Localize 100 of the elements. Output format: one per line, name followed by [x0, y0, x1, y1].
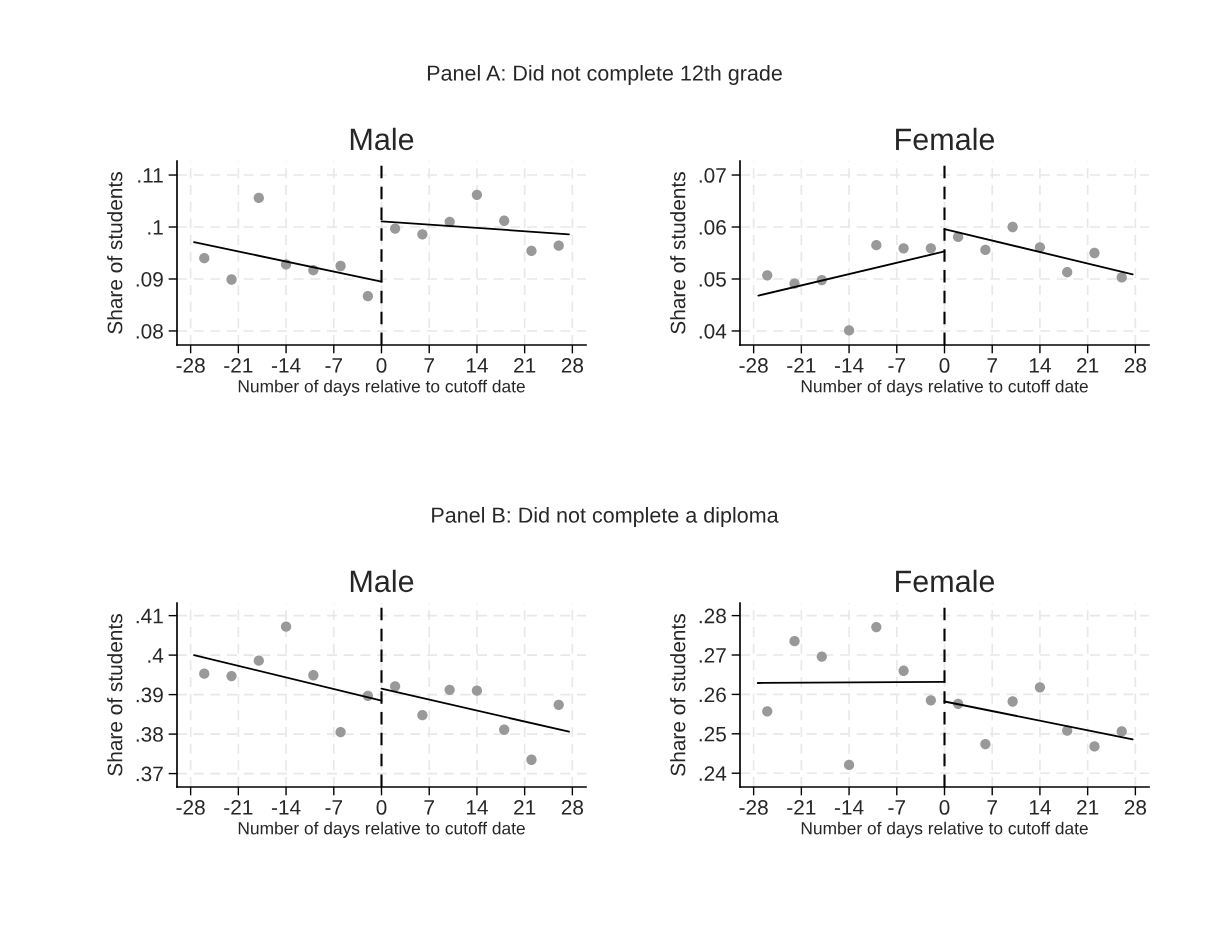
x-tick-label: -28 — [176, 358, 205, 373]
x-tick-label: 7 — [987, 800, 997, 815]
x-tick-label: 21 — [1077, 800, 1099, 815]
x-axis-title: Number of days relative to cutoff date — [801, 821, 1088, 838]
x-tick-label: -21 — [787, 800, 816, 815]
y-tick-label: .28 — [699, 608, 726, 624]
point — [335, 726, 346, 738]
x-tick-label: -21 — [224, 800, 253, 815]
y-tick-label: .27 — [699, 648, 726, 663]
x-tick-label: -14 — [834, 800, 864, 815]
point — [1116, 272, 1127, 283]
y-tick-label: .37 — [136, 766, 163, 782]
y-tick-label: .24 — [699, 766, 727, 781]
y-tick-label: .11 — [138, 168, 163, 183]
point — [471, 685, 483, 696]
point — [1007, 221, 1018, 233]
point — [199, 668, 210, 679]
x-tick-label: 0 — [376, 358, 387, 373]
chart-title: Female — [896, 127, 995, 151]
point — [762, 270, 773, 281]
x-axis-title: Number of days relative to cutoff date — [238, 821, 525, 838]
x-tick-label: -28 — [739, 358, 768, 373]
point — [389, 223, 401, 234]
point — [526, 245, 537, 257]
y-axis-title: Share of students — [670, 172, 686, 334]
point — [1089, 741, 1100, 752]
x-tick-label: -14 — [271, 358, 301, 373]
point — [1062, 267, 1073, 278]
x-tick-label: 14 — [1029, 800, 1051, 815]
point — [444, 684, 455, 696]
x-axis-title: Number of days relative to cutoff date — [238, 379, 525, 396]
point — [253, 192, 264, 204]
point — [553, 699, 564, 711]
x-tick-label: -14 — [271, 800, 301, 815]
point — [871, 621, 882, 633]
point — [308, 670, 319, 681]
y-tick-label: .26 — [699, 687, 726, 703]
x-tick-label: -21 — [787, 358, 816, 373]
point — [1089, 247, 1100, 259]
point — [925, 243, 937, 254]
x-tick-label: 21 — [1077, 358, 1099, 373]
x-tick-label: 7 — [424, 800, 434, 815]
point — [980, 244, 991, 256]
y-tick-label: .09 — [136, 271, 163, 287]
point — [816, 651, 827, 662]
y-tick-label: .38 — [136, 727, 163, 742]
y-tick-label: .25 — [699, 726, 726, 742]
point — [280, 621, 292, 632]
point — [789, 636, 800, 647]
x-tick-label: -28 — [176, 800, 205, 815]
y-tick-label: .1 — [148, 220, 163, 235]
point — [843, 759, 855, 771]
x-tick-label: 0 — [939, 358, 950, 373]
point — [898, 243, 909, 254]
x-tick-label: 21 — [514, 358, 536, 373]
y-tick-label: .4 — [148, 648, 164, 663]
y-tick-label: .04 — [699, 323, 727, 339]
point — [199, 253, 210, 264]
text: Panel B: Did not complete a diploma — [432, 506, 779, 528]
x-tick-label: 28 — [1124, 358, 1147, 373]
point — [1116, 726, 1127, 737]
point — [871, 240, 882, 251]
y-tick-label: .07 — [699, 168, 726, 183]
chart-title: Female — [896, 569, 995, 593]
x-tick-label: -14 — [834, 358, 864, 373]
y-axis-title: Share of students — [670, 614, 686, 776]
point — [417, 709, 428, 721]
point — [843, 325, 855, 336]
x-axis-title: Number of days relative to cutoff date — [801, 379, 1088, 396]
point — [1007, 696, 1018, 707]
point — [389, 681, 401, 692]
y-tick-label: .08 — [136, 323, 163, 339]
x-tick-label: 14 — [466, 358, 488, 373]
y-tick-label: .06 — [699, 220, 726, 235]
point — [553, 240, 564, 251]
x-tick-label: -21 — [224, 358, 253, 373]
point — [335, 260, 346, 272]
point — [417, 229, 428, 240]
point — [980, 738, 991, 750]
x-tick-label: -7 — [888, 800, 905, 815]
y-axis-title: Share of students — [107, 172, 123, 334]
chart-title: Male — [350, 127, 414, 151]
x-tick-label: 28 — [561, 358, 584, 373]
point — [226, 274, 237, 285]
point — [499, 215, 510, 226]
point — [762, 706, 773, 717]
x-tick-label: -7 — [325, 358, 342, 373]
x-tick-label: -7 — [888, 358, 905, 373]
x-tick-label: 14 — [466, 800, 488, 815]
chart-title: Male — [350, 569, 414, 593]
point — [925, 695, 937, 706]
x-tick-label: 21 — [514, 800, 536, 815]
point — [226, 670, 237, 682]
point — [526, 754, 537, 765]
point — [1034, 682, 1046, 693]
y-tick-label: .41 — [136, 608, 163, 624]
x-tick-label: 28 — [1124, 800, 1147, 815]
x-tick-label: 28 — [561, 800, 584, 815]
x-tick-label: -28 — [739, 800, 768, 815]
x-tick-label: 7 — [424, 358, 434, 373]
